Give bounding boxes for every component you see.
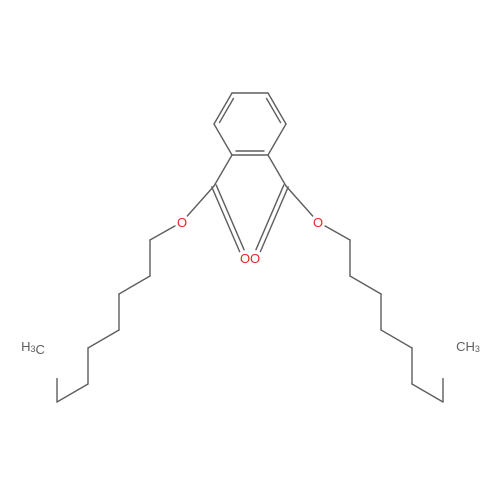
atom-label-o1: O: [177, 215, 187, 230]
atom-label-ch3r: CH3: [456, 339, 480, 355]
bonds-layer: [57, 93, 443, 402]
molecule-diagram: OOOOH3CCH3: [0, 0, 500, 500]
atom-label-o2: O: [240, 251, 250, 266]
atom-label-ch3l: H3C: [21, 339, 45, 357]
atom-label-o4: O: [250, 251, 260, 266]
atom-label-o3: O: [313, 215, 323, 230]
labels-layer: OOOOH3CCH3: [21, 215, 480, 357]
